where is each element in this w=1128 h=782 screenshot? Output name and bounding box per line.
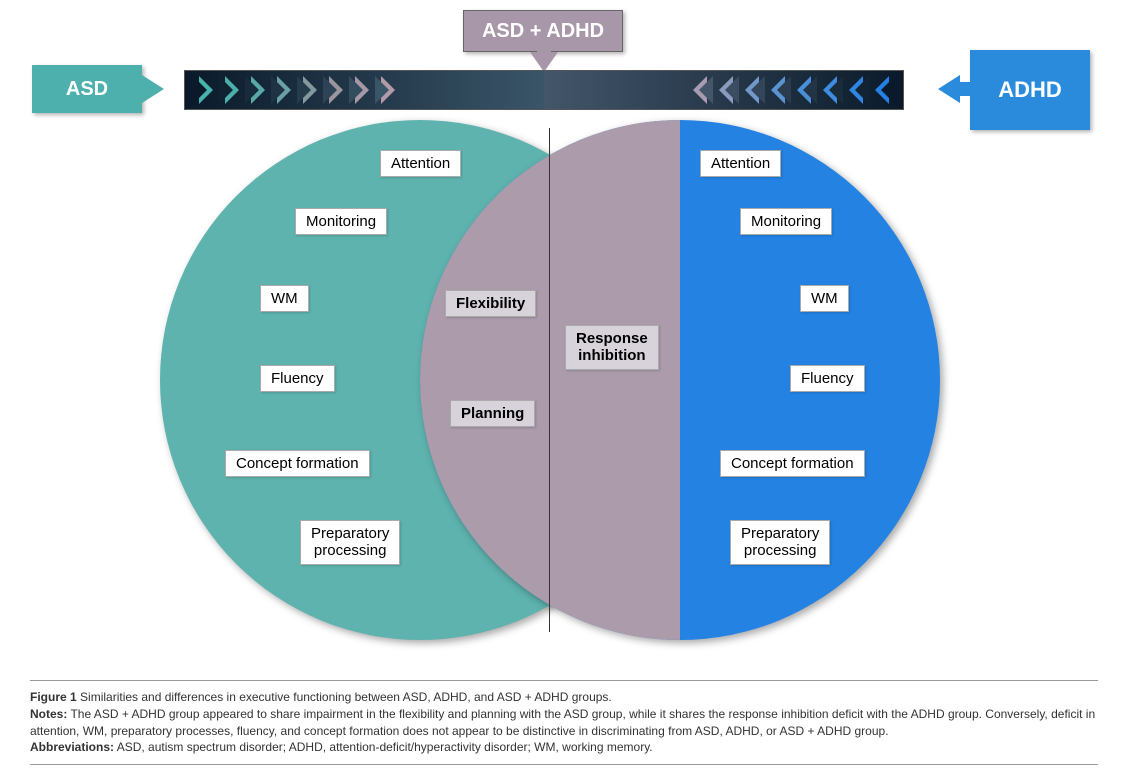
notes-text: The ASD + ADHD group appeared to share i… <box>30 707 1095 738</box>
combined-arrow-icon <box>530 52 558 72</box>
abbr-label: Abbreviations: <box>30 740 114 754</box>
chevron-right-icon <box>355 76 373 104</box>
figure-caption: Figure 1 Similarities and differences in… <box>30 680 1098 765</box>
chevron-left-icon <box>741 76 759 104</box>
asd-box: ASD <box>32 65 142 113</box>
chevron-left-icon <box>871 76 889 104</box>
chevron-left-icon <box>819 76 837 104</box>
chevron-right-icon <box>199 76 217 104</box>
venn-label: Concept formation <box>225 450 370 477</box>
venn-label: Monitoring <box>295 208 387 235</box>
venn-label: Attention <box>380 150 461 177</box>
venn-overlap-shape <box>420 120 680 640</box>
chevron-left-icon <box>793 76 811 104</box>
venn-label: Concept formation <box>720 450 865 477</box>
venn-label: Flexibility <box>445 290 536 317</box>
adhd-arrow-icon <box>938 75 960 103</box>
adhd-box: ADHD <box>970 50 1090 130</box>
chevron-right-icon <box>381 76 399 104</box>
venn-overlap-clip <box>420 120 680 640</box>
abbr-text: ASD, autism spectrum disorder; ADHD, att… <box>114 740 653 754</box>
chevron-bar-left <box>185 71 544 109</box>
chevron-bar <box>184 70 904 110</box>
chevron-right-icon <box>251 76 269 104</box>
venn-label: Preparatoryprocessing <box>300 520 400 565</box>
venn-label: Attention <box>700 150 781 177</box>
venn-divider-line <box>549 128 550 632</box>
notes-label: Notes: <box>30 707 67 721</box>
venn-label: Responseinhibition <box>565 325 659 370</box>
venn-label: WM <box>800 285 849 312</box>
venn-label: WM <box>260 285 309 312</box>
chevron-left-icon <box>689 76 707 104</box>
diagram-canvas: ASD ADHD ASD + ADHD Attention Monitoring W… <box>0 0 1128 680</box>
chevron-right-icon <box>303 76 321 104</box>
combined-box: ASD + ADHD <box>463 10 623 52</box>
chevron-left-icon <box>767 76 785 104</box>
chevron-left-icon <box>715 76 733 104</box>
figure-text: Similarities and differences in executiv… <box>77 690 612 704</box>
chevron-right-icon <box>329 76 347 104</box>
venn-label: Monitoring <box>740 208 832 235</box>
asd-arrow-icon <box>142 75 164 103</box>
venn-label: Preparatoryprocessing <box>730 520 830 565</box>
chevron-right-icon <box>225 76 243 104</box>
venn-label: Planning <box>450 400 535 427</box>
venn-label: Fluency <box>260 365 335 392</box>
figure-label: Figure 1 <box>30 690 77 704</box>
chevron-left-icon <box>845 76 863 104</box>
chevron-bar-right <box>544 71 903 109</box>
chevron-right-icon <box>277 76 295 104</box>
adhd-arrow-stem <box>960 82 972 96</box>
venn-label: Fluency <box>790 365 865 392</box>
